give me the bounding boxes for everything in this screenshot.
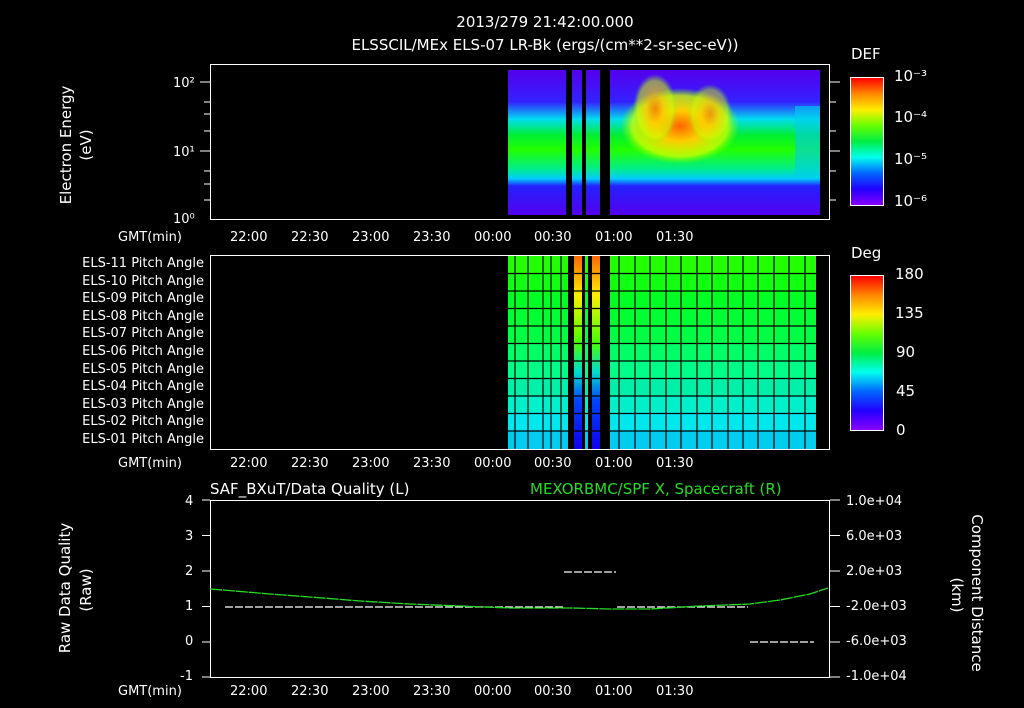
panel3-xtick-6: 01:00 bbox=[595, 684, 633, 699]
panel2-pitch-heatmap bbox=[508, 256, 816, 449]
panel1-ytick-1: 10⁰ bbox=[173, 212, 195, 227]
panel3-xlabel: GMT(min) bbox=[118, 684, 182, 699]
panel3-ytick-left-neg1: -1 bbox=[180, 669, 193, 684]
panel2-xtick-2: 23:00 bbox=[352, 456, 390, 471]
pitch-label: ELS-10 Pitch Angle bbox=[82, 273, 204, 289]
panel1-xtick-0: 22:00 bbox=[230, 230, 268, 245]
panel1-plot-frame bbox=[210, 64, 830, 220]
panel2-xtick-3: 23:30 bbox=[413, 456, 451, 471]
pitch-label: ELS-03 Pitch Angle bbox=[82, 396, 204, 412]
pitch-label: ELS-05 Pitch Angle bbox=[82, 361, 204, 377]
panel3-xtick-2: 23:00 bbox=[352, 684, 390, 699]
panel3-xtick-3: 23:30 bbox=[413, 684, 451, 699]
panel1-xtick-5: 00:30 bbox=[534, 230, 572, 245]
panel3-yunit-right: (km) bbox=[948, 577, 966, 613]
colorbar2 bbox=[850, 275, 884, 431]
header-title: ELSSCIL/MEx ELS-07 LR-Bk (ergs/(cm**2-sr… bbox=[351, 36, 739, 54]
colorbar1 bbox=[850, 77, 884, 206]
colorbar2-tick-3: 45 bbox=[896, 382, 916, 400]
panel3-ytick-left-4: 4 bbox=[185, 494, 194, 509]
panel1-ticks bbox=[200, 81, 840, 201]
colorbar2-tick-0: 180 bbox=[895, 265, 924, 283]
panel2-xtick-6: 01:00 bbox=[595, 456, 633, 471]
panel2-plot-frame bbox=[210, 255, 830, 450]
panel1-ytick-10: 10¹ bbox=[173, 145, 195, 160]
panel3-right-title: MEXORBMC/SPF X, Spacecraft (R) bbox=[530, 480, 782, 498]
panel1-ytick-100: 10² bbox=[173, 76, 195, 91]
panel1-xlabel: GMT(min) bbox=[118, 230, 182, 245]
pitch-label: ELS-02 Pitch Angle bbox=[82, 414, 204, 430]
panel3-xtick-5: 00:30 bbox=[534, 684, 572, 699]
panel3-ytick-left-0: 0 bbox=[185, 634, 194, 649]
panel2-xtick-1: 22:30 bbox=[291, 456, 329, 471]
panel3-ytick-left-3: 3 bbox=[185, 529, 194, 544]
panel3-ytick-left-2: 2 bbox=[185, 564, 194, 579]
pitch-label: ELS-08 Pitch Angle bbox=[82, 308, 204, 324]
colorbar1-tick-1: 10⁻⁴ bbox=[894, 108, 928, 126]
colorbar2-title: Deg bbox=[851, 244, 882, 262]
panel1-xtick-4: 00:00 bbox=[474, 230, 512, 245]
panel1-xtick-7: 01:30 bbox=[656, 230, 694, 245]
panel1-xtick-6: 01:00 bbox=[595, 230, 633, 245]
panel3-xtick-7: 01:30 bbox=[656, 684, 694, 699]
header-datetime: 2013/279 21:42:00.000 bbox=[456, 13, 634, 31]
colorbar2-tick-4: 0 bbox=[896, 421, 906, 439]
colorbar1-tick-3: 10⁻⁶ bbox=[894, 192, 928, 210]
panel1-xtick-3: 23:30 bbox=[413, 230, 451, 245]
colorbar1-tick-0: 10⁻³ bbox=[894, 67, 928, 85]
panel3-ytick-right-0: 1.0e+04 bbox=[846, 494, 903, 509]
panel2-xtick-0: 22:00 bbox=[230, 456, 268, 471]
pitch-label: ELS-07 Pitch Angle bbox=[82, 326, 204, 342]
panel1-spectrogram bbox=[508, 70, 820, 215]
panel3-ylabel-left: Raw Data Quality bbox=[56, 522, 74, 654]
colorbar1-title: DEF bbox=[851, 45, 881, 63]
pitch-row-labels: ELS-11 Pitch Angle ELS-10 Pitch Angle EL… bbox=[40, 257, 204, 451]
panel3-ytick-right-4: -6.0e+03 bbox=[846, 634, 907, 649]
panel2-xtick-5: 00:30 bbox=[534, 456, 572, 471]
colorbar2-tick-2: 90 bbox=[896, 343, 916, 361]
panel3-ylabel-right: Component Distance bbox=[968, 514, 986, 672]
colorbar1-tick-2: 10⁻⁵ bbox=[894, 150, 928, 168]
panel3-xtick-1: 22:30 bbox=[291, 684, 329, 699]
panel3-xtick-0: 22:00 bbox=[230, 684, 268, 699]
pitch-label: ELS-11 Pitch Angle bbox=[82, 256, 204, 271]
panel3-line-plot bbox=[202, 499, 840, 678]
pitch-label: ELS-04 Pitch Angle bbox=[82, 379, 204, 395]
panel3-xtick-4: 00:00 bbox=[474, 684, 512, 699]
panel1-yunit: (eV) bbox=[77, 129, 95, 161]
panel3-yunit-left: (Raw) bbox=[77, 568, 95, 612]
colorbar2-tick-1: 135 bbox=[895, 304, 924, 322]
pitch-label: ELS-09 Pitch Angle bbox=[82, 291, 204, 307]
pitch-label: ELS-01 Pitch Angle bbox=[82, 431, 204, 447]
panel3-ytick-right-1: 6.0e+03 bbox=[846, 529, 903, 544]
panel2-xtick-7: 01:30 bbox=[656, 456, 694, 471]
panel3-ytick-right-5: -1.0e+04 bbox=[846, 669, 907, 684]
panel1-ylabel: Electron Energy bbox=[57, 85, 75, 205]
panel2-xlabel: GMT(min) bbox=[118, 456, 182, 471]
panel1-xtick-2: 23:00 bbox=[352, 230, 390, 245]
panel3-ytick-left-1: 1 bbox=[185, 599, 194, 614]
panel3-left-title: SAF_BXuT/Data Quality (L) bbox=[210, 480, 410, 498]
panel1-xtick-1: 22:30 bbox=[291, 230, 329, 245]
panel3-ytick-right-3: -2.0e+03 bbox=[846, 599, 907, 614]
pitch-label: ELS-06 Pitch Angle bbox=[82, 343, 204, 359]
panel3-ytick-right-2: 2.0e+03 bbox=[846, 564, 903, 579]
panel2-xtick-4: 00:00 bbox=[474, 456, 512, 471]
